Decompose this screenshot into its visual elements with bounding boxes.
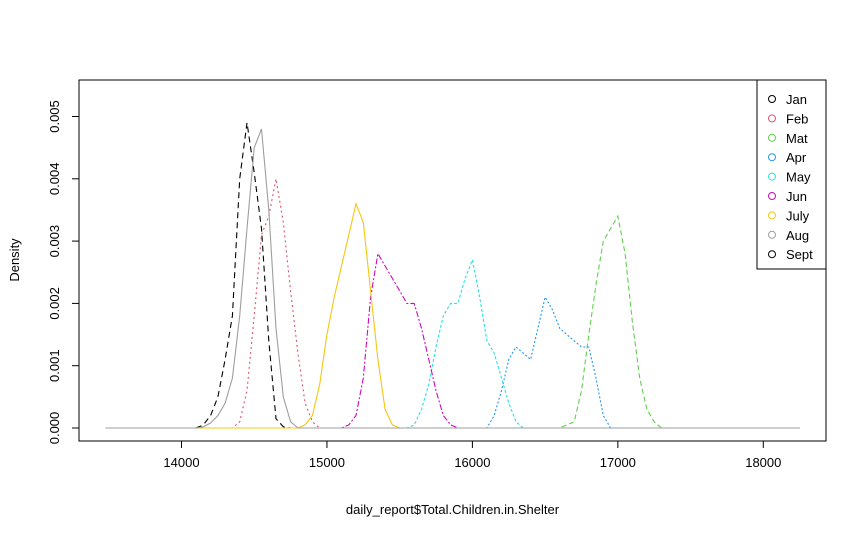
y-tick-label: 0.002 xyxy=(47,287,62,320)
legend-label-sept: Sept xyxy=(786,247,813,262)
y-tick-label: 0.000 xyxy=(47,412,62,445)
y-axis-title: Density xyxy=(7,238,22,282)
legend-box xyxy=(756,79,827,270)
legend-marker-mat xyxy=(768,133,776,142)
series-line-may xyxy=(105,257,800,429)
legend-marker-aug xyxy=(768,230,776,239)
series-line-jun xyxy=(105,252,800,429)
y-tick-label: 0.001 xyxy=(47,349,62,382)
legend-marker-apr xyxy=(768,153,776,162)
x-tick-label: 15000 xyxy=(309,455,345,470)
legend-label-may: May xyxy=(786,170,811,185)
series-line-mat xyxy=(105,214,800,429)
legend-label-jun: Jun xyxy=(786,189,807,204)
y-tick-label: 0.003 xyxy=(47,225,62,258)
series-line-feb xyxy=(105,178,800,429)
legend: Jan Feb Mat Apr May Jun July Aug Sept xyxy=(756,79,827,270)
y-tick-label: 0.005 xyxy=(47,100,62,133)
legend-label-apr: Apr xyxy=(786,150,807,165)
legend-marker-jun xyxy=(768,192,776,200)
legend-marker-jan xyxy=(768,95,776,103)
x-axis: 14000 15000 16000 17000 18000 xyxy=(163,440,781,470)
y-tick-label: 0.004 xyxy=(47,163,62,196)
series-line-apr xyxy=(105,295,800,429)
x-tick-label: 18000 xyxy=(745,455,781,470)
series-line-aug xyxy=(105,128,800,429)
x-tick-label: 14000 xyxy=(163,455,199,470)
legend-marker-july xyxy=(768,211,776,220)
x-axis-title: daily_report$Total.Children.in.Shelter xyxy=(346,502,560,517)
series-layer xyxy=(105,122,800,429)
legend-label-feb: Feb xyxy=(786,111,808,126)
legend-label-aug: Aug xyxy=(786,228,809,243)
legend-label-july: July xyxy=(786,208,810,223)
legend-marker-feb xyxy=(768,114,776,123)
x-tick-label: 16000 xyxy=(454,455,490,470)
legend-marker-sept xyxy=(768,250,776,259)
legend-marker-may xyxy=(768,172,776,181)
x-tick-label: 17000 xyxy=(600,455,636,470)
legend-label-mat: Mat xyxy=(786,131,808,146)
series-line-jan xyxy=(105,122,800,429)
legend-label-jan: Jan xyxy=(786,92,807,107)
y-axis: 0.000 0.001 0.002 0.003 0.004 0.005 xyxy=(47,100,80,445)
series-line-july xyxy=(105,201,800,429)
